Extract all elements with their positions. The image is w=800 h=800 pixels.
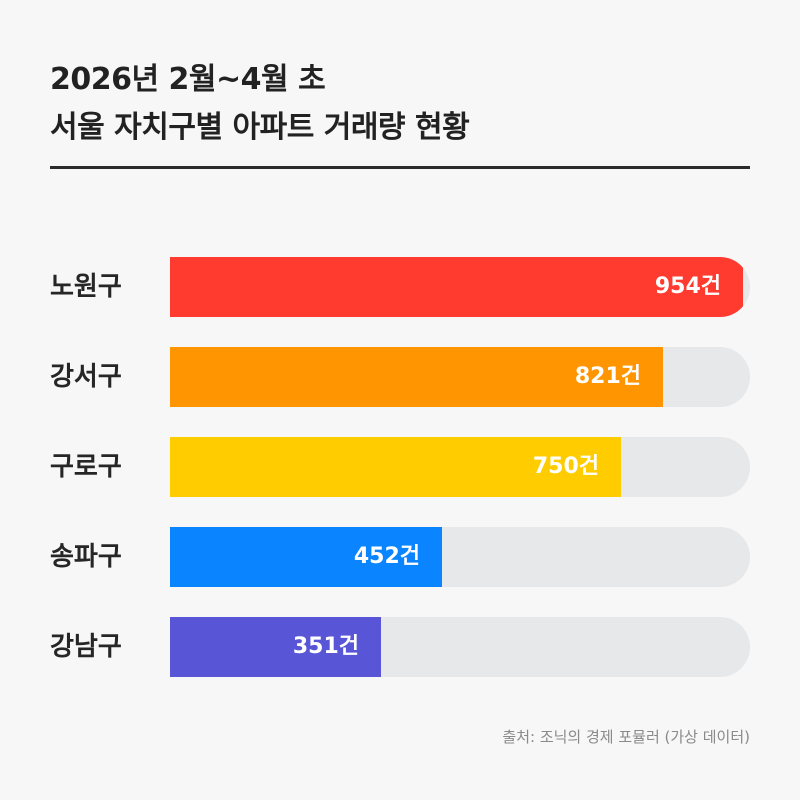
data-label: 452건 xyxy=(353,544,420,569)
category-label: 송파구 xyxy=(50,542,122,572)
bar-row: 구로구 750건 xyxy=(50,437,750,497)
bar-track: 351건 xyxy=(170,617,750,677)
bar: 452건 xyxy=(170,527,442,587)
bar-row: 강서구 821건 xyxy=(50,347,750,407)
data-label: 821건 xyxy=(574,364,641,389)
bar-track: 750건 xyxy=(170,437,750,497)
bar: 351건 xyxy=(170,617,381,677)
category-label: 구로구 xyxy=(50,452,122,482)
bar-track: 954건 xyxy=(170,257,750,317)
bar: 954건 xyxy=(170,257,743,317)
bar-row: 송파구 452건 xyxy=(50,527,750,587)
bar: 750건 xyxy=(170,437,621,497)
chart-title-line-1: 2026년 2월~4월 초 xyxy=(50,62,326,97)
bar-track: 452건 xyxy=(170,527,750,587)
chart-title: 2026년 2월~4월 초 서울 자치구별 아파트 거래량 현황 xyxy=(50,56,750,152)
chart-title-line-2: 서울 자치구별 아파트 거래량 현황 xyxy=(50,110,470,145)
title-divider xyxy=(50,166,750,169)
bar: 821건 xyxy=(170,347,663,407)
data-label: 351건 xyxy=(292,634,359,659)
bar-track: 821건 xyxy=(170,347,750,407)
category-label: 노원구 xyxy=(50,272,122,302)
bar-row: 노원구 954건 xyxy=(50,257,750,317)
data-label: 750건 xyxy=(532,454,599,479)
source-note: 출처: 조닉의 경제 포뮬러 (가상 데이터) xyxy=(502,728,750,746)
category-label: 강남구 xyxy=(50,632,122,662)
category-label: 강서구 xyxy=(50,362,122,392)
data-label: 954건 xyxy=(654,274,721,299)
bar-row: 강남구 351건 xyxy=(50,617,750,677)
